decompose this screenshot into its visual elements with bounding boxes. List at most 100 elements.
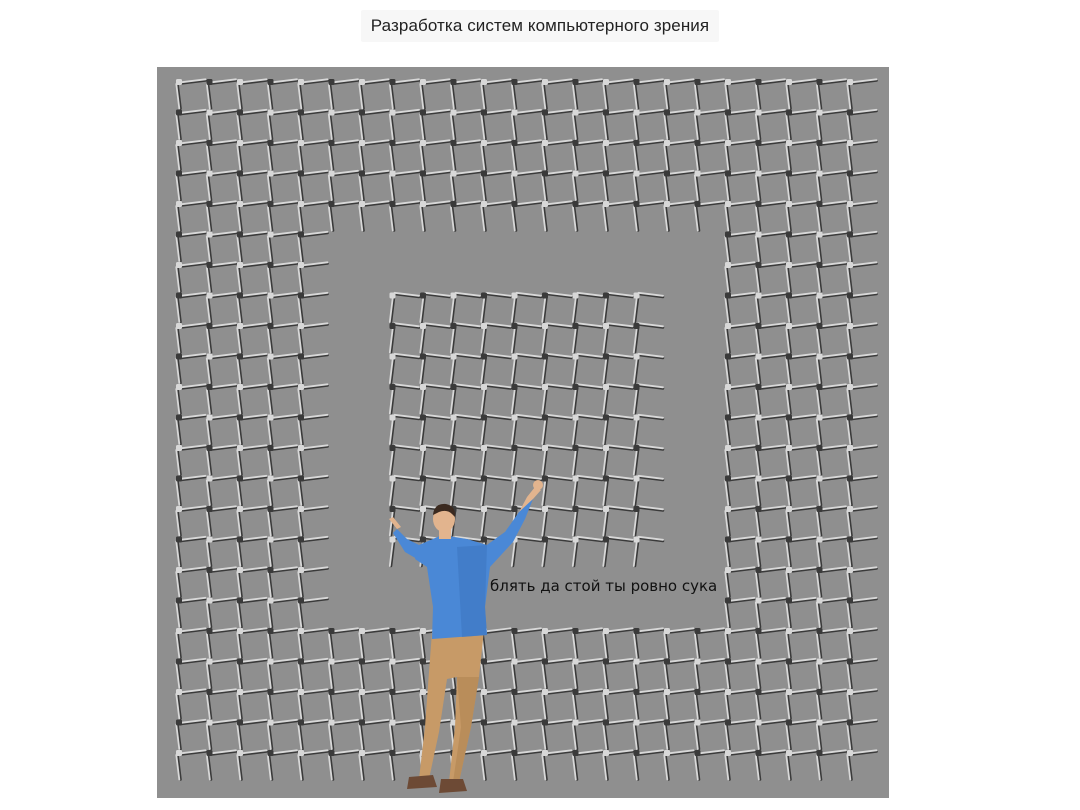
grid-node — [816, 567, 823, 573]
grid-line-shadow — [606, 201, 634, 207]
grid-line-light — [480, 205, 486, 232]
grid-line-shadow — [240, 536, 268, 543]
grid-node — [572, 140, 579, 146]
grid-node — [725, 750, 731, 756]
grid-node — [725, 292, 731, 299]
grid-line-shadow — [206, 692, 213, 720]
grid-line-light — [210, 535, 237, 541]
grid-line-light — [419, 357, 425, 384]
grid-line-light — [271, 413, 298, 419]
grid-line-light — [785, 571, 791, 598]
grid-line-light — [851, 352, 878, 358]
grid-line-shadow — [633, 631, 640, 659]
grid-line-shadow — [332, 140, 360, 146]
grid-line-light — [846, 449, 852, 476]
grid-node — [694, 628, 701, 634]
grid-line-light — [698, 169, 725, 175]
grid-line-shadow — [789, 384, 817, 390]
grid-line-light — [576, 200, 603, 206]
grid-line-light — [510, 388, 516, 415]
grid-node — [206, 628, 213, 634]
grid-line-light — [607, 169, 634, 175]
grid-line-light — [851, 688, 878, 694]
grid-line-light — [175, 601, 181, 628]
grid-line-shadow — [267, 662, 274, 690]
grid-node — [389, 170, 396, 177]
grid-line-shadow — [606, 79, 634, 85]
grid-line-shadow — [454, 506, 482, 512]
grid-line-shadow — [206, 265, 213, 293]
grid-line-light — [205, 723, 211, 750]
grid-line-light — [236, 510, 242, 537]
grid-line-shadow — [694, 631, 701, 659]
grid-line-shadow — [240, 201, 268, 207]
grid-line-light — [541, 205, 547, 232]
grid-line-shadow — [481, 479, 487, 507]
grid-line-shadow — [393, 750, 421, 756]
grid-line-light — [388, 205, 394, 232]
grid-line-light — [175, 357, 181, 384]
grid-line-light — [851, 200, 878, 206]
grid-line-light — [729, 352, 756, 358]
grid-node — [755, 506, 762, 512]
grid-line-shadow — [847, 113, 853, 141]
grid-line-light — [668, 688, 695, 694]
grid-line-shadow — [420, 387, 426, 415]
grid-line-light — [846, 266, 852, 293]
grid-line-shadow — [271, 445, 299, 451]
grid-line-light — [785, 693, 791, 720]
grid-line-shadow — [267, 113, 274, 141]
grid-line-light — [759, 688, 786, 694]
grid-line-shadow — [515, 79, 543, 85]
grid-line-shadow — [298, 570, 304, 598]
grid-line-light — [180, 78, 207, 84]
grid-line-light — [759, 200, 786, 206]
grid-line-light — [607, 200, 634, 206]
grid-line-shadow — [179, 567, 207, 573]
grid-line-light — [820, 688, 847, 694]
grid-node — [633, 445, 640, 451]
grid-line-light — [546, 352, 573, 358]
grid-line-shadow — [789, 140, 817, 146]
grid-line-shadow — [637, 719, 665, 726]
grid-line-shadow — [725, 479, 731, 507]
grid-line-light — [480, 510, 486, 537]
grid-line-light — [785, 540, 791, 567]
grid-line-shadow — [850, 109, 878, 116]
grid-node — [237, 292, 243, 299]
grid-line-light — [632, 418, 638, 445]
grid-line-light — [846, 510, 852, 537]
grid-line-light — [266, 754, 272, 781]
grid-line-shadow — [332, 719, 360, 726]
grid-line-light — [424, 352, 451, 358]
grid-line-shadow — [237, 753, 243, 781]
grid-line-shadow — [301, 689, 329, 695]
grid-node — [847, 384, 853, 390]
grid-line-shadow — [637, 506, 665, 512]
grid-line-light — [541, 174, 547, 201]
grid-line-shadow — [450, 448, 457, 476]
grid-line-light — [754, 296, 760, 323]
grid-line-light — [571, 357, 577, 384]
grid-line-light — [515, 688, 542, 694]
grid-line-shadow — [237, 509, 243, 537]
grid-node — [816, 445, 823, 451]
grid-line-light — [485, 322, 512, 328]
grid-line-shadow — [267, 723, 274, 751]
grid-node — [237, 109, 243, 116]
grid-node — [176, 231, 182, 238]
grid-node — [450, 201, 457, 207]
grid-line-light — [205, 327, 211, 354]
grid-line-shadow — [301, 384, 329, 390]
grid-line-light — [327, 632, 333, 659]
grid-line-shadow — [450, 387, 457, 415]
grid-line-light — [693, 174, 699, 201]
grid-node — [298, 506, 304, 512]
grid-line-shadow — [728, 658, 756, 665]
grid-line-shadow — [511, 204, 518, 232]
grid-line-light — [602, 418, 608, 445]
grid-line-light — [790, 535, 817, 541]
grid-line-shadow — [179, 323, 207, 329]
grid-line-shadow — [267, 509, 274, 537]
grid-line-shadow — [179, 597, 207, 604]
